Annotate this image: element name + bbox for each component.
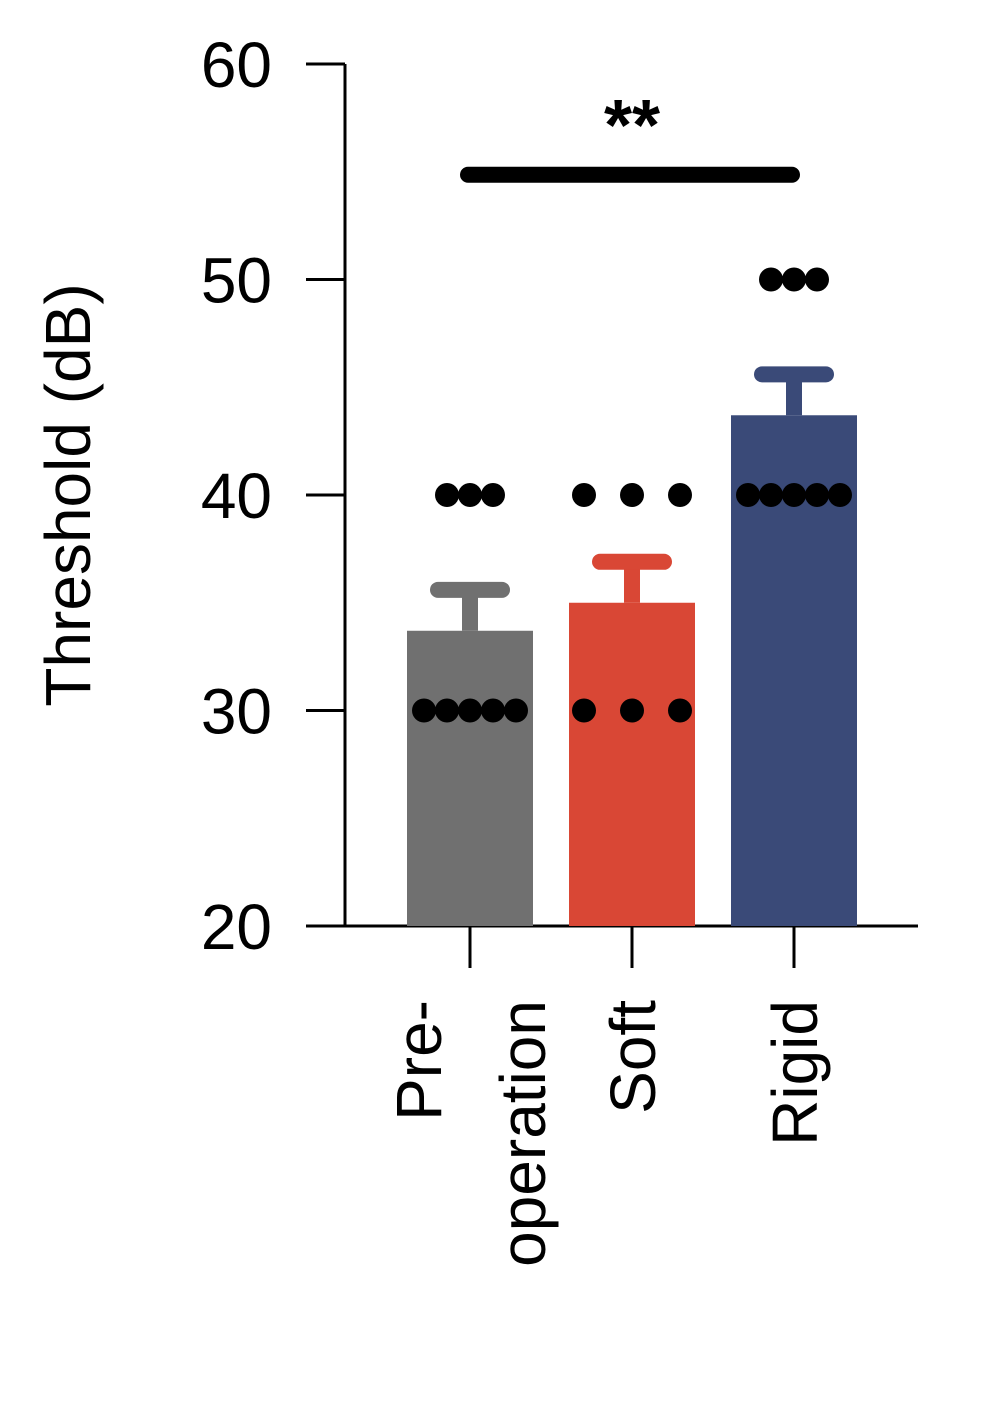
data-point bbox=[435, 483, 459, 507]
data-point bbox=[759, 483, 783, 507]
data-point bbox=[736, 483, 760, 507]
data-point bbox=[805, 483, 829, 507]
data-point bbox=[504, 698, 528, 723]
y-tick-label: 50 bbox=[201, 245, 272, 317]
data-point bbox=[805, 267, 829, 292]
y-tick-label: 20 bbox=[201, 891, 272, 963]
data-point bbox=[782, 267, 806, 292]
bar bbox=[407, 630, 533, 926]
data-point bbox=[572, 698, 596, 723]
data-point bbox=[759, 267, 783, 292]
data-point bbox=[458, 698, 482, 723]
data-point bbox=[572, 483, 596, 507]
data-point bbox=[620, 483, 644, 507]
x-category-label: Soft bbox=[597, 1000, 669, 1114]
labels: 20 30 40 50 60 Threshold (dB) Pre-operation Sof… bbox=[32, 29, 831, 1267]
y-tick-label: 60 bbox=[201, 29, 272, 101]
x-category-label: Rigid bbox=[759, 1000, 831, 1146]
data-point bbox=[828, 483, 852, 507]
x-category-label: operation bbox=[487, 1000, 559, 1267]
significance-label: ** bbox=[604, 86, 660, 166]
data-points bbox=[412, 267, 852, 723]
data-point bbox=[481, 698, 505, 723]
y-tick-label: 30 bbox=[201, 676, 272, 748]
data-point bbox=[412, 698, 436, 723]
y-axis-title: Threshold (dB) bbox=[32, 283, 104, 706]
data-point bbox=[458, 483, 482, 507]
significance-annotation: ** bbox=[460, 86, 800, 183]
data-point bbox=[668, 698, 692, 723]
data-point bbox=[620, 698, 644, 723]
data-point bbox=[481, 483, 505, 507]
x-category-label: Pre- bbox=[383, 1000, 455, 1121]
y-tick-label: 40 bbox=[201, 460, 272, 532]
data-point bbox=[782, 483, 806, 507]
error-bars bbox=[430, 366, 834, 631]
data-point bbox=[435, 698, 459, 723]
bar bbox=[569, 602, 695, 926]
data-point bbox=[668, 483, 692, 507]
